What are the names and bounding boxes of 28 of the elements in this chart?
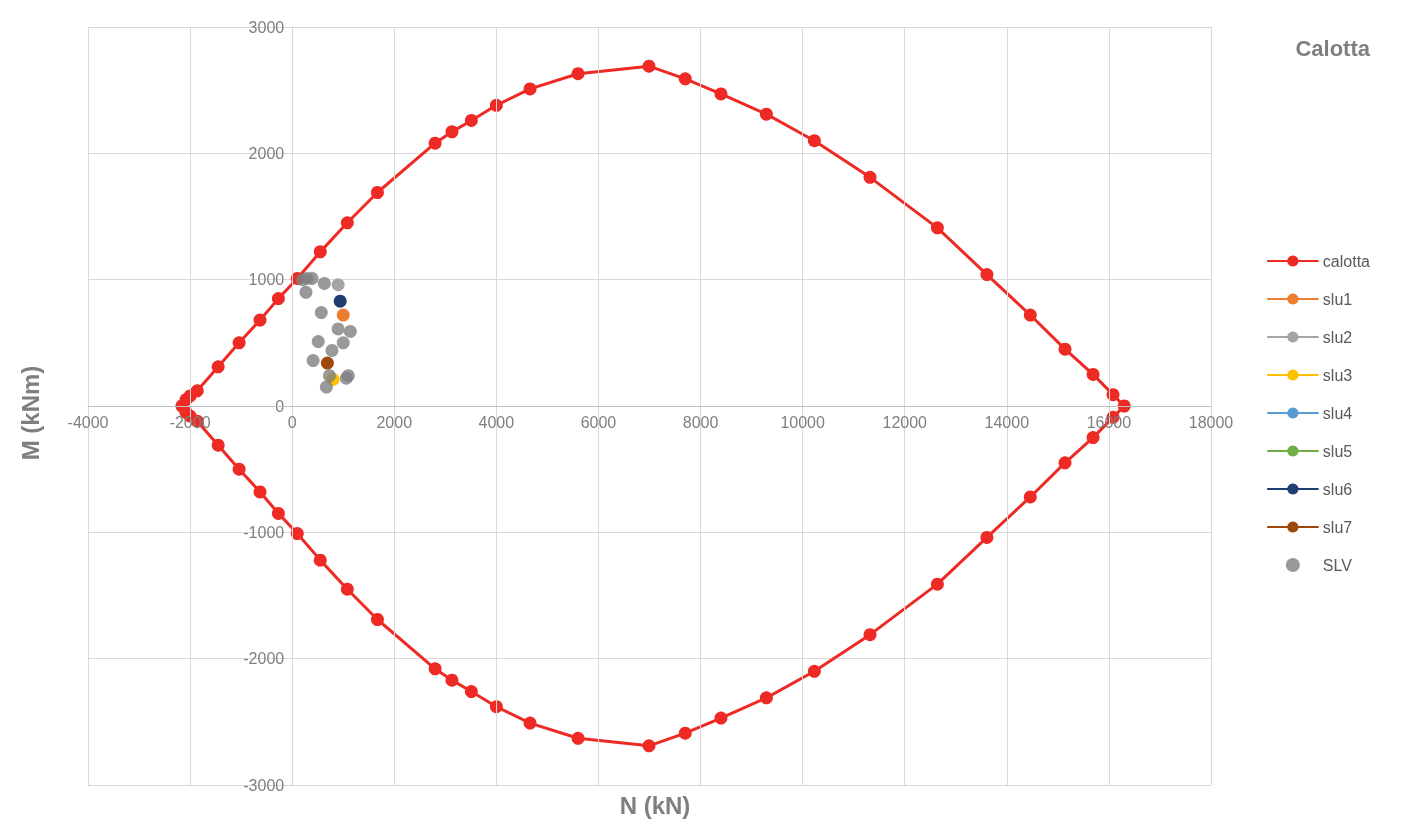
legend-label: slu6 <box>1322 480 1353 498</box>
y-axis-title: M (kNm) <box>16 365 44 461</box>
y-tick-label: 2000 <box>248 144 285 162</box>
y-tick-label: 1000 <box>248 271 285 289</box>
legend-label: slu3 <box>1322 366 1353 384</box>
x-tick-label: 12000 <box>882 413 928 431</box>
x-tick-label: 6000 <box>580 413 617 431</box>
legend-label: slu2 <box>1322 328 1353 346</box>
y-tick-label: -2000 <box>243 650 285 668</box>
x-tick-label: 8000 <box>682 413 719 431</box>
x-axis-title: N (kN) <box>619 791 691 819</box>
legend-label: calotta <box>1322 252 1371 270</box>
legend-label: SLV <box>1322 556 1353 574</box>
x-tick-label: 0 <box>287 413 297 431</box>
x-tick-label: 2000 <box>376 413 413 431</box>
legend-label: slu1 <box>1322 290 1353 308</box>
x-tick-label: 4000 <box>478 413 515 431</box>
x-tick-label: -4000 <box>67 413 109 431</box>
x-tick-label: 18000 <box>1188 413 1234 431</box>
text: Calotta <box>1295 35 1371 61</box>
legend-label: slu5 <box>1322 442 1353 460</box>
y-tick-label: -3000 <box>243 776 285 794</box>
y-tick-label: -1000 <box>243 523 285 541</box>
legend-label: slu7 <box>1322 518 1353 536</box>
legend-label: slu4 <box>1322 404 1353 422</box>
y-tick-label: 3000 <box>248 18 285 36</box>
x-tick-label: 10000 <box>780 413 825 431</box>
x-tick-label: 14000 <box>984 413 1030 431</box>
